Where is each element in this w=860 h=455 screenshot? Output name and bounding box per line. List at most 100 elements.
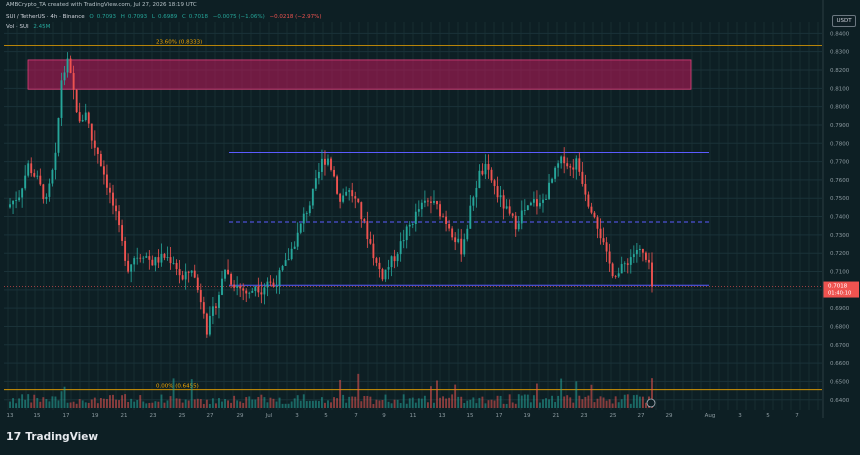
candle-body (641, 248, 644, 253)
candle-body (548, 182, 550, 200)
candle-body (557, 163, 560, 168)
volume-bar (57, 400, 60, 408)
candle-body (24, 175, 27, 189)
volume-bar (242, 402, 245, 408)
volume-bar (202, 403, 205, 408)
x-tick-label-17: 17 (496, 413, 503, 419)
volume-bar (496, 395, 499, 408)
candle-body (302, 213, 305, 224)
candle-body (69, 58, 72, 73)
volume-bar (372, 403, 375, 408)
volume-bar (481, 396, 484, 408)
x-tick-label-24: Aug (705, 413, 716, 419)
candle-body (96, 147, 99, 154)
volume-bar (566, 395, 569, 408)
candle-body (572, 167, 575, 170)
volume-bar (493, 400, 496, 408)
candle-body (520, 210, 523, 224)
volume-bar (339, 379, 342, 408)
candle-body (242, 288, 245, 291)
fib-level-label-1: 0.00% (0.6455) (156, 384, 199, 390)
volume-bar (266, 402, 269, 408)
candle-body (369, 239, 372, 244)
volume-bar (81, 400, 84, 408)
volume-bar (36, 397, 39, 408)
candle-body (163, 253, 166, 258)
volume-bar (460, 396, 463, 408)
volume-bar (563, 396, 566, 408)
volume-bar (284, 403, 287, 408)
candle-body (169, 257, 172, 264)
volume-bar (605, 400, 608, 408)
volume-bar (287, 403, 290, 408)
candle-body (266, 281, 269, 288)
ohlc-low-label: L (151, 14, 155, 20)
candle-body (124, 240, 127, 261)
volume-bar (60, 391, 63, 408)
x-tick-label-8: 29 (237, 413, 244, 419)
x-tick-label-22: 27 (638, 413, 645, 419)
volume-bar (148, 402, 151, 408)
candle-body (420, 202, 423, 210)
candle-body (224, 269, 226, 279)
candle-body (357, 198, 360, 203)
candle-body (587, 194, 590, 207)
candle-body (311, 188, 314, 206)
candle-body (608, 251, 611, 264)
volume-bar (112, 394, 114, 408)
candle-body (51, 169, 54, 184)
y-tick-label-11: 0.7300 (830, 233, 850, 239)
candle-body (287, 259, 290, 261)
volume-bar (478, 397, 481, 408)
candle-body (284, 260, 287, 266)
candle-body (423, 200, 426, 203)
candle-body (590, 206, 593, 213)
candle-body (596, 217, 599, 229)
volume-bar (215, 403, 217, 408)
volume-bar (505, 403, 508, 408)
vol-label: Vol · SUI (6, 24, 29, 30)
candle-body (496, 186, 499, 198)
volume-bar (635, 394, 638, 408)
candle-body (336, 176, 339, 194)
volume-bar (651, 378, 653, 408)
candle-body (208, 315, 211, 335)
candle-body (160, 253, 163, 263)
candle-body (593, 212, 596, 218)
x-tick-label-15: 13 (439, 413, 446, 419)
candle-body (105, 174, 108, 188)
currency-button[interactable]: USDT (832, 15, 856, 27)
candle-body (632, 254, 635, 258)
volume-bar (469, 399, 472, 408)
candle-body (133, 258, 136, 265)
candle-body (275, 286, 278, 287)
volume-bar (354, 396, 357, 408)
candle-body (18, 197, 21, 201)
candle-body (293, 246, 296, 249)
volume-bar (181, 402, 184, 408)
volume-bar (278, 397, 281, 408)
candle-body (405, 226, 408, 241)
candle-body (109, 187, 111, 193)
volume-bar (408, 398, 411, 408)
y-tick-label-19: 0.6500 (830, 379, 850, 385)
y-tick-label-9: 0.7500 (830, 196, 850, 202)
candle-body (454, 237, 457, 243)
volume-bar (263, 397, 266, 408)
candle-body (112, 192, 114, 206)
volume-bar (15, 403, 18, 408)
candle-body (487, 163, 490, 170)
volume-bar (218, 398, 220, 408)
x-tick-label-14: 11 (410, 413, 417, 419)
x-tick-label-12: 7 (354, 413, 358, 419)
volume-bar (629, 403, 632, 408)
volume-bar (508, 394, 511, 408)
candle-body (290, 248, 293, 260)
volume-bar (39, 401, 42, 408)
volume-bar (393, 399, 396, 408)
candle-body (417, 209, 420, 212)
candle-body (187, 271, 190, 273)
x-tick-label-11: 5 (324, 413, 328, 419)
